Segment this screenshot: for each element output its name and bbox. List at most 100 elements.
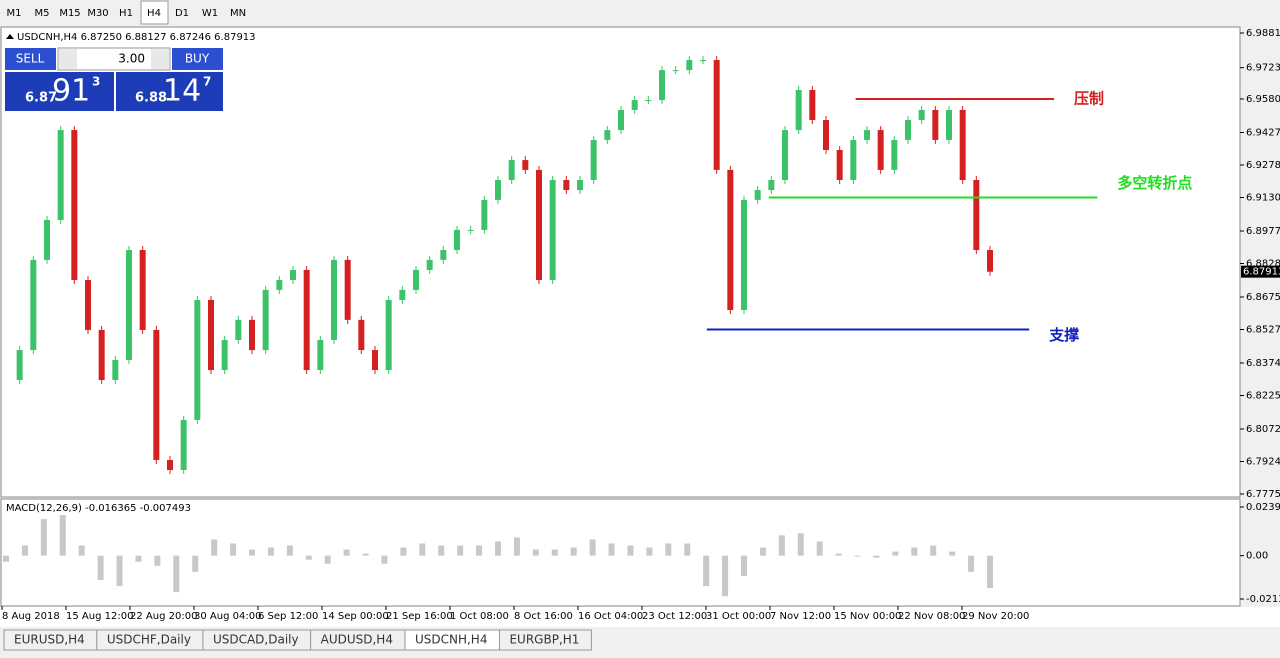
- y-tick-label: 6.97230: [1246, 63, 1280, 74]
- candle: [713, 60, 720, 170]
- candle: [823, 120, 829, 151]
- sell-button[interactable]: [5, 48, 56, 70]
- macd-bar: [135, 555, 142, 562]
- candle: [180, 419, 187, 471]
- timeframe-button[interactable]: [225, 1, 252, 24]
- candle: [795, 90, 802, 131]
- bid-sup: 3: [92, 75, 100, 89]
- candle: [768, 179, 775, 191]
- buy-button[interactable]: [172, 48, 223, 70]
- macd-bar: [665, 543, 672, 556]
- candle: [290, 269, 296, 281]
- candle: [809, 90, 816, 121]
- lots-input[interactable]: [57, 47, 171, 71]
- macd-bar: [286, 545, 293, 556]
- macd-bar: [722, 555, 729, 597]
- candle: [495, 179, 501, 200]
- sell-label: SELL: [16, 52, 45, 66]
- tab[interactable]: [498, 629, 592, 651]
- timeframe-label: MN: [230, 8, 246, 19]
- collapse-icon[interactable]: [6, 34, 14, 39]
- timeframe-button[interactable]: [113, 1, 140, 24]
- candle: [303, 269, 310, 370]
- candle: [522, 160, 529, 170]
- macd-bar: [362, 553, 369, 556]
- y-tick-label: 6.83740: [1246, 358, 1280, 369]
- y-tick-label: 6.80725: [1246, 424, 1280, 435]
- macd-bar: [21, 545, 28, 556]
- timeframe-button[interactable]: [140, 0, 169, 25]
- time-label: 22 Nov 08:00: [898, 611, 965, 622]
- candle: [71, 130, 78, 281]
- candle: [208, 299, 214, 370]
- macd-bar: [987, 555, 993, 589]
- macd-bar: [267, 547, 274, 556]
- macd-bar: [532, 549, 539, 556]
- ask-big: 6.88: [135, 91, 167, 106]
- timeframe-button[interactable]: [29, 1, 56, 24]
- bid-box[interactable]: [5, 72, 114, 111]
- timeframe-label: M1: [7, 8, 22, 19]
- macd-bar: [930, 545, 937, 556]
- tab-label: USDCAD,Daily: [213, 633, 299, 647]
- candle: [836, 150, 843, 180]
- macd-bar: [343, 549, 350, 556]
- ask-main: 14: [163, 74, 201, 109]
- lots-down[interactable]: [59, 49, 77, 69]
- macd-bar: [627, 545, 634, 556]
- macd-bar: [816, 541, 823, 556]
- macd-bar: [570, 547, 577, 556]
- level-label: 支撑: [1048, 326, 1079, 344]
- trade-panel: SELL 3.00 BUY 6.87 91 3 6.88 14 7: [5, 47, 223, 111]
- lots-value: 3.00: [118, 52, 145, 66]
- candle: [317, 340, 324, 370]
- candle: [467, 229, 474, 231]
- timeframe-button[interactable]: [85, 1, 112, 24]
- timeframe-button[interactable]: [197, 1, 224, 24]
- candle: [973, 179, 980, 251]
- candle: [959, 109, 966, 180]
- level-label: 多空转折点: [1117, 174, 1192, 192]
- macd-bar: [892, 551, 899, 556]
- time-label: 6 Sep 12:00: [258, 611, 318, 622]
- timeframe-button[interactable]: [169, 1, 196, 24]
- macd-bar: [400, 547, 407, 556]
- macd-bar: [495, 541, 501, 556]
- timeframe-button[interactable]: [57, 1, 84, 24]
- candle: [563, 179, 570, 191]
- macd-bar: [646, 547, 653, 556]
- candle: [331, 259, 337, 341]
- macd-bar: [59, 515, 66, 556]
- time-label: 1 Oct 08:00: [450, 611, 509, 622]
- current-price-label: 6.87913: [1243, 267, 1280, 278]
- bid-big: 6.87: [25, 91, 57, 106]
- candle: [153, 329, 160, 460]
- candle: [877, 130, 884, 170]
- tab-label: USDCNH,H4: [415, 633, 488, 647]
- candle: [686, 60, 693, 71]
- bid-main: 91: [52, 74, 90, 109]
- candle: [139, 250, 146, 330]
- ask-box[interactable]: [116, 72, 223, 111]
- candle: [659, 70, 665, 101]
- candle: [754, 190, 761, 200]
- macd-bar: [305, 555, 312, 560]
- candle: [112, 359, 119, 381]
- macd-bar: [911, 547, 918, 556]
- time-label: 16 Oct 04:00: [578, 611, 643, 622]
- macd-bar: [324, 555, 331, 564]
- macd-bar: [78, 545, 85, 556]
- level-label: 压制: [1074, 89, 1104, 107]
- lots-up[interactable]: [151, 49, 169, 69]
- macd-bar: [703, 555, 710, 587]
- timeframe-button[interactable]: [1, 1, 28, 24]
- ask-sup: 7: [203, 75, 211, 89]
- macd-label: MACD(12,26,9) -0.016365 -0.007493: [6, 503, 191, 514]
- candle: [604, 130, 611, 140]
- timeframe-label: H4: [147, 8, 161, 19]
- time-label: 30 Aug 04:00: [194, 611, 261, 622]
- symbol-info: USDCNH,H4 6.87250 6.88127 6.87246 6.8791…: [17, 32, 256, 43]
- y-tick-label: 6.77755: [1246, 489, 1280, 500]
- candle: [987, 250, 993, 272]
